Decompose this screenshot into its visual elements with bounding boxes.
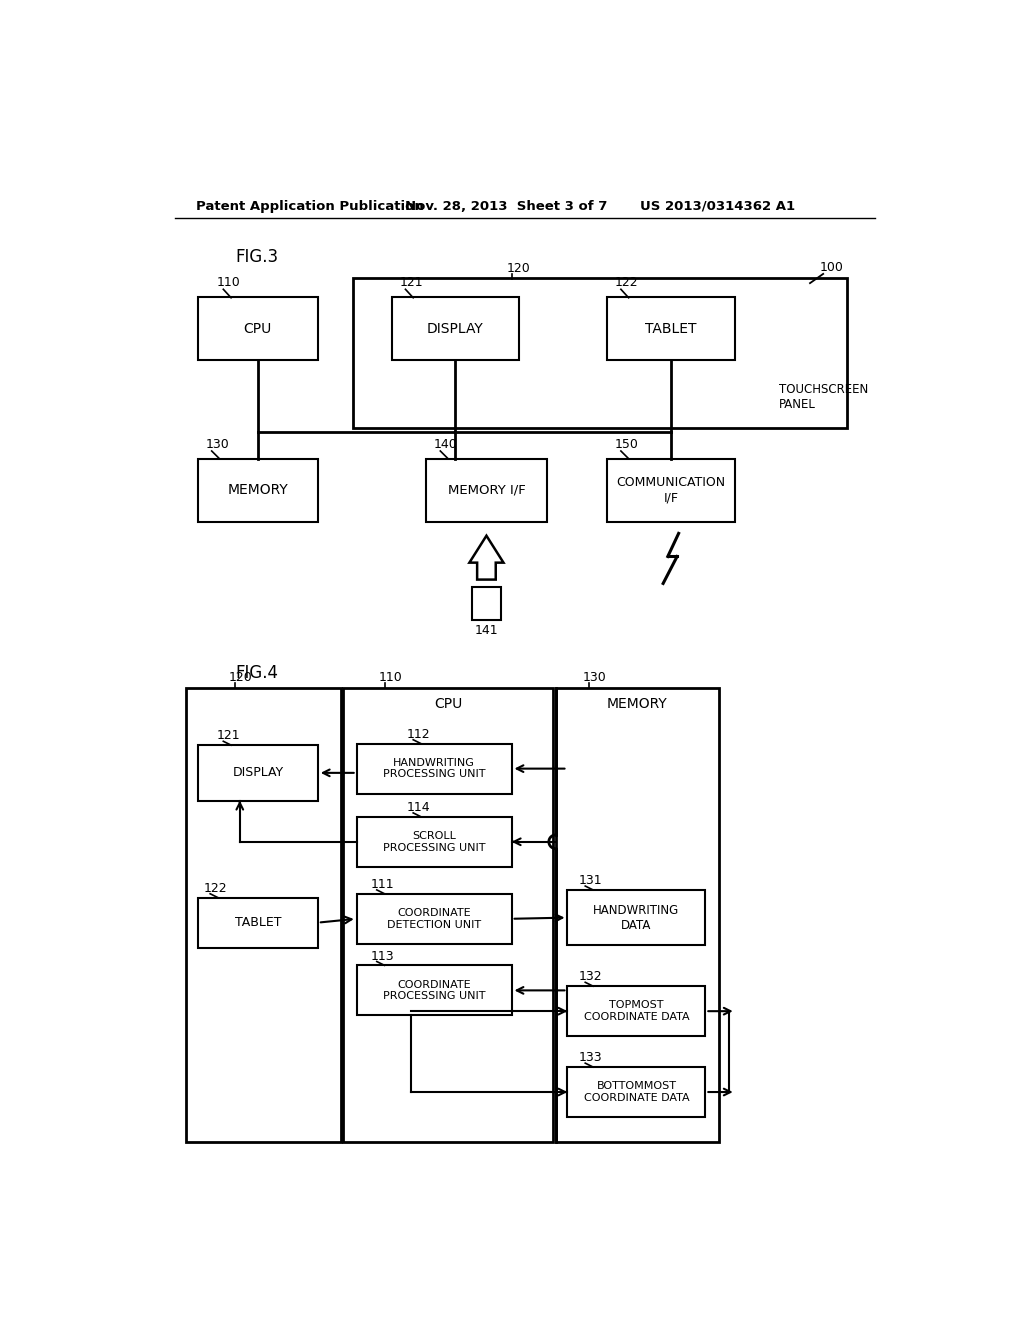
Bar xyxy=(356,965,512,1015)
Text: 110: 110 xyxy=(217,276,241,289)
Text: 133: 133 xyxy=(579,1051,603,1064)
Bar xyxy=(607,459,735,521)
Bar xyxy=(198,744,317,800)
Text: HANDWRITING
PROCESSING UNIT: HANDWRITING PROCESSING UNIT xyxy=(383,758,485,779)
Text: CPU: CPU xyxy=(434,697,462,710)
Bar xyxy=(356,743,512,793)
Text: 113: 113 xyxy=(371,949,394,962)
Text: Nov. 28, 2013  Sheet 3 of 7: Nov. 28, 2013 Sheet 3 of 7 xyxy=(406,199,608,213)
Text: BOTTOMMOST
COORDINATE DATA: BOTTOMMOST COORDINATE DATA xyxy=(584,1081,689,1102)
Bar xyxy=(567,986,706,1036)
Text: DISPLAY: DISPLAY xyxy=(427,322,483,335)
Text: TOUCHSCREEN
PANEL: TOUCHSCREEN PANEL xyxy=(779,383,868,411)
Text: COORDINATE
DETECTION UNIT: COORDINATE DETECTION UNIT xyxy=(387,908,481,929)
Bar xyxy=(472,587,501,619)
Bar xyxy=(567,890,706,945)
Bar xyxy=(567,1067,706,1117)
Text: HANDWRITING
DATA: HANDWRITING DATA xyxy=(593,904,680,932)
Text: 130: 130 xyxy=(583,671,606,684)
Text: 110: 110 xyxy=(378,671,402,684)
Text: MEMORY: MEMORY xyxy=(227,483,288,498)
Text: 111: 111 xyxy=(371,878,394,891)
Text: 121: 121 xyxy=(399,276,423,289)
Text: 130: 130 xyxy=(206,438,229,451)
Text: DISPLAY: DISPLAY xyxy=(232,767,284,779)
Text: MEMORY I/F: MEMORY I/F xyxy=(447,483,525,496)
Bar xyxy=(343,688,553,1143)
Text: COMMUNICATION
I/F: COMMUNICATION I/F xyxy=(616,477,725,504)
Text: Patent Application Publication: Patent Application Publication xyxy=(197,199,424,213)
Text: 100: 100 xyxy=(819,261,843,275)
Text: 122: 122 xyxy=(204,882,227,895)
Text: 112: 112 xyxy=(407,727,431,741)
Polygon shape xyxy=(469,536,504,579)
Text: TABLET: TABLET xyxy=(234,916,281,929)
Text: 140: 140 xyxy=(434,438,458,451)
Text: 150: 150 xyxy=(614,438,639,451)
Bar xyxy=(426,459,547,521)
Text: 132: 132 xyxy=(579,970,603,983)
Bar xyxy=(198,898,317,948)
Text: SCROLL
PROCESSING UNIT: SCROLL PROCESSING UNIT xyxy=(383,832,485,853)
Bar xyxy=(186,688,341,1143)
Text: 131: 131 xyxy=(579,874,603,887)
Text: CPU: CPU xyxy=(244,322,272,335)
Bar xyxy=(391,297,519,360)
Text: TABLET: TABLET xyxy=(645,322,696,335)
Text: TOPMOST
COORDINATE DATA: TOPMOST COORDINATE DATA xyxy=(584,1001,689,1022)
Text: 121: 121 xyxy=(217,730,241,742)
Text: MEMORY: MEMORY xyxy=(607,697,668,710)
Text: COORDINATE
PROCESSING UNIT: COORDINATE PROCESSING UNIT xyxy=(383,979,485,1001)
Bar xyxy=(198,297,317,360)
Text: 120: 120 xyxy=(228,671,253,684)
Bar xyxy=(607,297,735,360)
Text: 141: 141 xyxy=(475,624,499,638)
Bar xyxy=(356,817,512,867)
Text: 120: 120 xyxy=(506,261,530,275)
Text: 122: 122 xyxy=(614,276,638,289)
Bar xyxy=(356,894,512,944)
Bar xyxy=(556,688,719,1143)
Text: 114: 114 xyxy=(407,801,431,814)
Text: US 2013/0314362 A1: US 2013/0314362 A1 xyxy=(640,199,795,213)
Text: FIG.4: FIG.4 xyxy=(234,664,278,681)
Bar xyxy=(352,277,847,428)
Bar xyxy=(198,459,317,521)
Text: FIG.3: FIG.3 xyxy=(234,248,279,265)
